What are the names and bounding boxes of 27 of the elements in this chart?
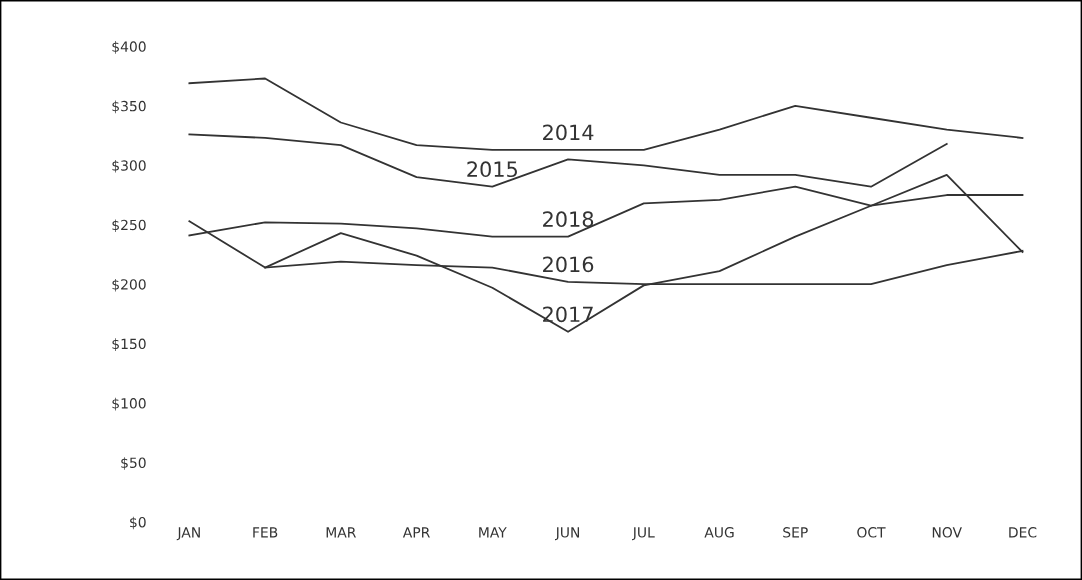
x-tick-label: DEC: [1009, 527, 1037, 538]
annotation: 2017: [543, 306, 593, 323]
x-tick-label: MAR: [326, 527, 356, 538]
y-tick-label: $350: [112, 100, 146, 114]
x-tick-label: AUG: [704, 527, 734, 538]
y-tick-label: $300: [112, 160, 146, 173]
y-tick-label: $100: [112, 397, 146, 411]
annotation: 2016: [543, 256, 594, 273]
x-tick-label: MAY: [479, 527, 507, 538]
y-tick-label: $200: [112, 278, 146, 292]
line-series: [188, 77, 1024, 151]
y-tick-label: $400: [112, 41, 146, 54]
y-tick-label: $150: [112, 338, 146, 351]
y-tick-label: $0: [130, 516, 146, 530]
x-tick-label: JAN: [176, 527, 200, 541]
annotation: 2014: [543, 124, 594, 141]
annotation: 2018: [543, 211, 594, 228]
y-tick-label: $50: [121, 457, 146, 470]
x-tick-label: SEP: [783, 527, 808, 538]
y-tick-label: $250: [112, 219, 146, 233]
x-tick-label: JUL: [632, 527, 655, 541]
x-tick-label: NOV: [932, 527, 962, 538]
x-tick-label: OCT: [857, 527, 886, 538]
x-tick-label: JUN: [555, 527, 580, 541]
annotation: 2015: [467, 161, 517, 178]
x-tick-label: APR: [402, 527, 430, 538]
x-tick-label: FEB: [253, 527, 278, 538]
